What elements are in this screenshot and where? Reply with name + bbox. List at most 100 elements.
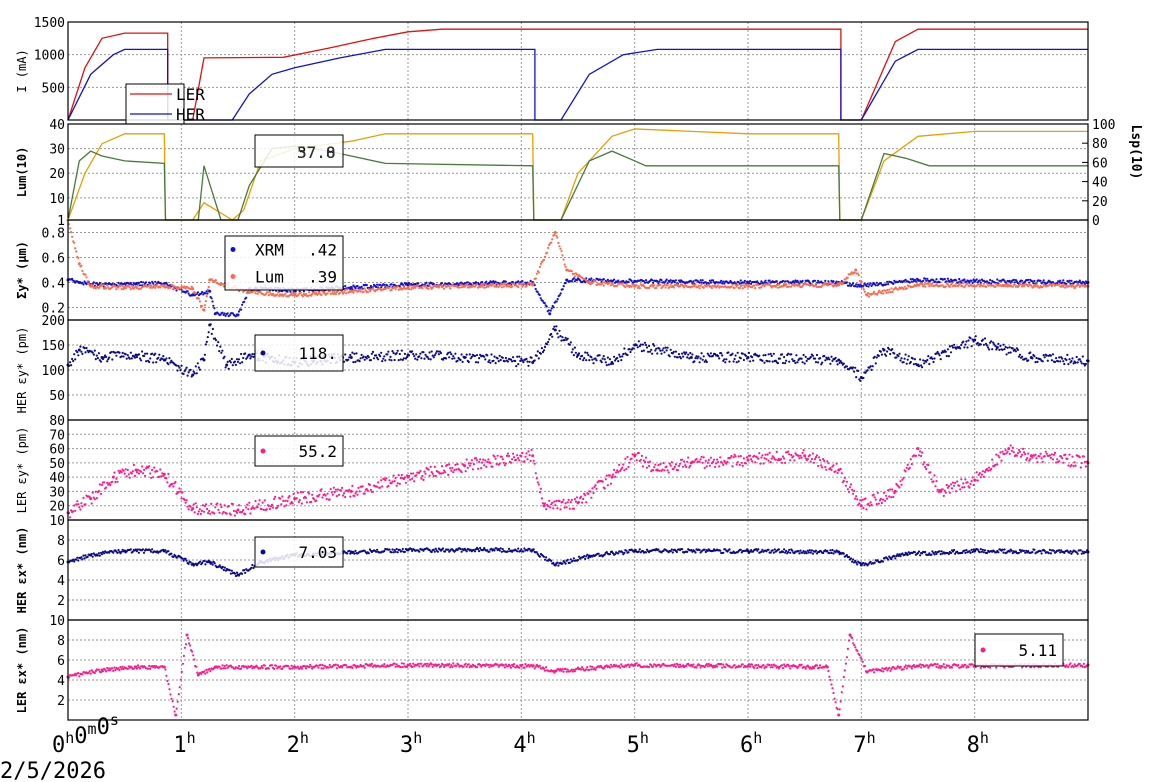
data-dot — [908, 466, 911, 469]
data-dot — [945, 280, 948, 283]
data-dot — [420, 477, 423, 480]
data-dot — [749, 454, 752, 457]
data-dot — [613, 278, 616, 281]
data-dot — [344, 495, 347, 499]
data-dot — [177, 491, 180, 494]
data-dot — [651, 283, 654, 287]
data-dot — [625, 549, 628, 552]
data-dot — [234, 315, 237, 318]
data-dot — [354, 287, 357, 290]
data-dot — [1051, 458, 1055, 461]
y-tick-label: 60 — [49, 443, 65, 458]
data-dot — [76, 556, 79, 559]
data-dot — [763, 285, 766, 288]
data-dot — [716, 458, 719, 461]
data-dot — [172, 555, 175, 559]
data-dot — [194, 292, 197, 295]
data-point — [134, 353, 138, 357]
data-dot — [141, 548, 145, 551]
data-dot — [95, 497, 98, 500]
data-dot — [925, 279, 928, 282]
data-dot — [488, 281, 491, 285]
data-dot — [661, 468, 664, 471]
data-dot — [525, 452, 528, 455]
data-dot — [750, 458, 753, 461]
data-dot — [400, 349, 403, 352]
data-dot — [759, 282, 762, 285]
data-dot — [908, 281, 911, 284]
data-dot — [394, 476, 397, 480]
legend-value: 118. — [298, 344, 337, 363]
data-dot — [460, 471, 463, 474]
data-dot — [460, 353, 463, 356]
data-dot — [804, 355, 807, 358]
data-dot — [244, 571, 247, 575]
data-dot — [686, 460, 689, 463]
data-dot — [103, 481, 106, 484]
data-dot — [507, 285, 511, 288]
data-dot — [834, 356, 837, 359]
data-dot — [1046, 359, 1049, 362]
data-dot — [614, 553, 617, 556]
data-dot — [440, 282, 444, 285]
data-dot — [72, 558, 75, 561]
data-dot — [582, 497, 585, 501]
data-dot — [889, 291, 892, 294]
data-dot — [246, 356, 249, 359]
data-dot — [376, 356, 379, 359]
data-dot — [357, 486, 360, 489]
data-dot — [776, 286, 780, 289]
data-dot — [92, 281, 95, 284]
data-dot — [738, 463, 741, 466]
data-dot — [940, 351, 943, 354]
data-dot — [546, 251, 549, 254]
data-dot — [906, 553, 909, 557]
data-point — [463, 464, 467, 468]
data-dot — [344, 284, 347, 288]
data-dot — [961, 486, 964, 489]
data-dot — [906, 463, 909, 466]
data-dot — [81, 352, 84, 355]
data-dot — [420, 357, 423, 360]
data-dot — [368, 483, 371, 486]
data-dot — [897, 355, 900, 358]
data-dot — [481, 461, 484, 464]
data-dot — [397, 359, 400, 362]
data-dot — [211, 327, 214, 331]
data-dot — [808, 454, 811, 457]
data-dot — [107, 358, 110, 361]
data-dot — [241, 361, 244, 364]
legend-label: HER — [176, 105, 205, 124]
data-dot — [351, 351, 354, 354]
data-dot — [669, 279, 672, 282]
data-dot — [701, 461, 704, 464]
data-dot — [514, 359, 517, 363]
data-dot — [727, 351, 730, 354]
data-dot — [300, 502, 303, 505]
data-dot — [547, 309, 550, 312]
data-dot — [98, 483, 101, 486]
data-dot — [670, 281, 673, 284]
data-dot — [996, 463, 999, 466]
data-dot — [499, 358, 502, 362]
data-dot — [543, 558, 547, 561]
data-dot — [1021, 453, 1024, 456]
data-dot — [167, 363, 170, 366]
data-dot — [439, 352, 443, 355]
data-dot — [417, 284, 420, 287]
data-dot — [568, 507, 571, 510]
data-dot — [1073, 287, 1076, 290]
data-dot — [1051, 281, 1055, 284]
data-dot — [751, 460, 754, 463]
data-dot — [1013, 281, 1016, 284]
data-dot — [557, 564, 560, 567]
data-point — [893, 489, 897, 493]
data-dot — [711, 279, 715, 282]
y-axis-label: HER εy* (pm) — [15, 327, 29, 414]
data-dot — [106, 360, 109, 363]
data-dot — [444, 550, 447, 553]
data-point — [89, 497, 93, 501]
data-dot — [984, 285, 988, 288]
data-dot — [762, 354, 765, 357]
data-dot — [391, 548, 394, 551]
